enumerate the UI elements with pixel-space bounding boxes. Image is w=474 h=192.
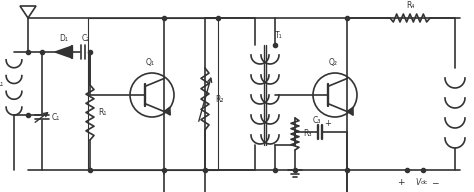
Text: R₃: R₃ xyxy=(303,129,311,138)
Text: D₁: D₁ xyxy=(59,34,68,43)
Text: C₃: C₃ xyxy=(313,116,321,125)
Text: V: V xyxy=(415,178,420,187)
Text: +: + xyxy=(324,118,331,127)
Text: Q₁: Q₁ xyxy=(146,58,155,67)
Text: C₂: C₂ xyxy=(82,34,90,43)
Polygon shape xyxy=(347,107,353,115)
Polygon shape xyxy=(164,107,170,115)
Text: dc: dc xyxy=(421,180,428,185)
Text: R₂: R₂ xyxy=(215,94,224,103)
Text: C₁: C₁ xyxy=(52,113,60,122)
Text: Q₂: Q₂ xyxy=(328,58,337,67)
Text: +: + xyxy=(398,178,405,187)
Text: L₁: L₁ xyxy=(0,79,4,88)
Text: R₄: R₄ xyxy=(406,1,414,10)
Polygon shape xyxy=(55,46,72,58)
Text: −: − xyxy=(431,178,438,187)
Text: R₁: R₁ xyxy=(98,108,106,117)
Text: T₁: T₁ xyxy=(275,31,283,40)
